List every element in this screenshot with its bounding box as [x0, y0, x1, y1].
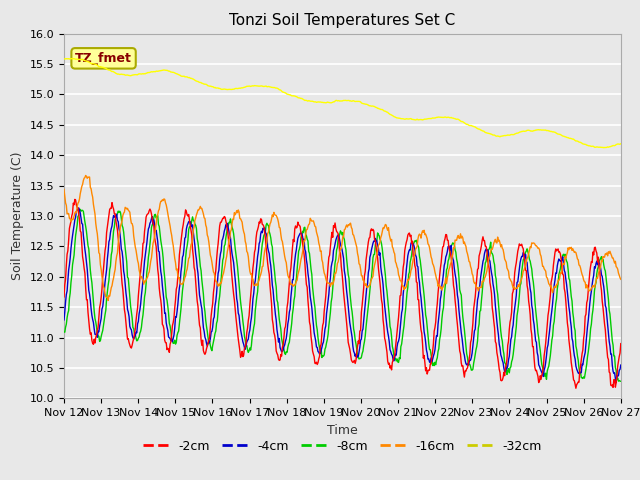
Y-axis label: Soil Temperature (C): Soil Temperature (C): [11, 152, 24, 280]
X-axis label: Time: Time: [327, 424, 358, 437]
Title: Tonzi Soil Temperatures Set C: Tonzi Soil Temperatures Set C: [229, 13, 456, 28]
Text: TZ_fmet: TZ_fmet: [75, 52, 132, 65]
Legend: -2cm, -4cm, -8cm, -16cm, -32cm: -2cm, -4cm, -8cm, -16cm, -32cm: [138, 435, 547, 458]
